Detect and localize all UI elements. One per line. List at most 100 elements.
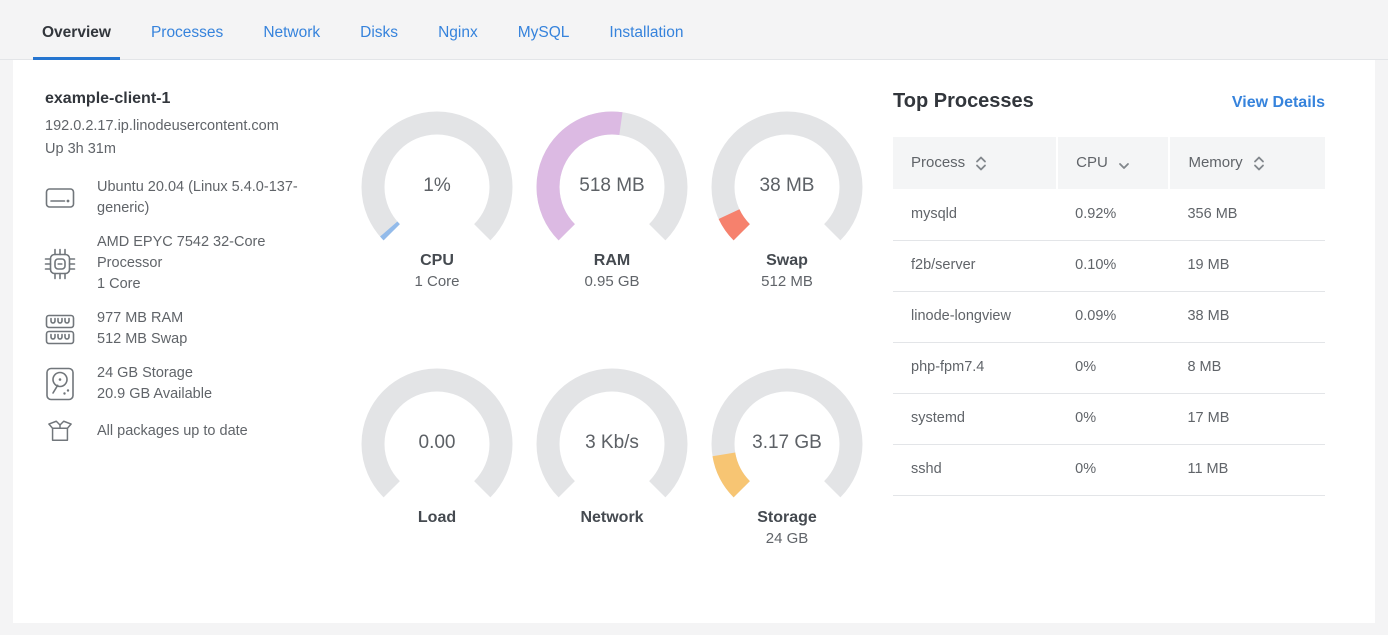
- gauge-ram: 518 MB RAM 0.95 GB: [536, 111, 688, 290]
- host-info-panel: example-client-1 192.0.2.17.ip.linodeuse…: [44, 90, 333, 593]
- overview-card: example-client-1 192.0.2.17.ip.linodeuse…: [13, 60, 1375, 623]
- cell-memory: 11 MB: [1169, 444, 1325, 496]
- sort-both-icon: [1253, 154, 1265, 172]
- cpu-icon: [44, 248, 76, 280]
- tab-network[interactable]: Network: [263, 24, 321, 41]
- gauge-cpu: 1% CPU 1 Core: [361, 111, 513, 290]
- table-body: mysqld 0.92% 356 MB f2b/server 0.10% 19 MB lin…: [893, 189, 1325, 496]
- gauge-value: 0.00: [418, 432, 456, 453]
- gauge-arc: [711, 368, 863, 498]
- spec-line: 512 MB Swap: [97, 331, 188, 347]
- cell-cpu: 0%: [1057, 393, 1170, 445]
- tab-processes[interactable]: Processes: [150, 24, 224, 41]
- column-label: Process: [911, 154, 966, 172]
- column-label: Memory: [1188, 154, 1243, 172]
- host-name: example-client-1: [45, 90, 171, 107]
- view-details-link[interactable]: View Details: [1231, 94, 1325, 111]
- spec-row: Ubuntu 20.04 (Linux 5.4.0-137-generic): [45, 177, 333, 219]
- cell-cpu: 0.09%: [1057, 291, 1170, 343]
- process-name: systemd: [911, 410, 965, 426]
- table-row: linode-longview 0.09% 38 MB: [893, 291, 1325, 343]
- table-row: mysqld 0.92% 356 MB: [893, 189, 1325, 241]
- gauges-grid: 1% CPU 1 Core 518 MB RAM 0.95 GB 38 MB Swap 512 …: [361, 111, 863, 547]
- spec-text: 24 GB Storage 20.9 GB Available: [97, 363, 212, 405]
- gauge-load: 0.00 Load: [361, 368, 513, 547]
- gauge-sublabel: 0.95 GB: [584, 273, 640, 290]
- package-icon: [45, 418, 75, 444]
- gauge-label: Load: [417, 509, 457, 526]
- gauge-value: 38 MB: [759, 175, 815, 196]
- gauge-value: 3.17 GB: [752, 432, 822, 453]
- gauge-value: 3 Kb/s: [585, 432, 639, 453]
- spec-line: AMD EPYC 7542 32-Core Processor: [97, 234, 266, 271]
- process-name: php-fpm7.4: [911, 359, 985, 375]
- sort-both-icon: [975, 154, 987, 172]
- spec-row: 24 GB Storage 20.9 GB Available: [45, 363, 333, 405]
- col-header-memory[interactable]: Memory: [1168, 137, 1325, 189]
- gauge-label: RAM: [593, 252, 631, 269]
- gauge-arc: [361, 368, 513, 498]
- spec-row: AMD EPYC 7542 32-Core Processor 1 Core: [44, 232, 333, 295]
- spec-line: Ubuntu 20.04 (Linux 5.4.0-137-generic): [97, 179, 298, 216]
- gauge-label: Swap: [766, 252, 808, 269]
- col-header-cpu[interactable]: CPU: [1056, 137, 1170, 189]
- table-row: sshd 0% 11 MB: [893, 444, 1325, 496]
- cell-cpu: 0.92%: [1057, 189, 1170, 241]
- cell-memory: 8 MB: [1169, 342, 1325, 394]
- table-row: systemd 0% 17 MB: [893, 393, 1325, 445]
- cell-cpu: 0%: [1057, 444, 1170, 496]
- gauge-arc: [536, 368, 688, 498]
- process-name: linode-longview: [911, 308, 1011, 324]
- tab-installation[interactable]: Installation: [609, 24, 684, 41]
- spec-text: 977 MB RAM 512 MB Swap: [97, 308, 187, 350]
- process-name: f2b/server: [911, 257, 976, 273]
- spec-list: Ubuntu 20.04 (Linux 5.4.0-137-generic) AM…: [44, 177, 333, 444]
- spec-text: Ubuntu 20.04 (Linux 5.4.0-137-generic): [97, 177, 322, 219]
- gauge-label: Network: [580, 509, 644, 526]
- os-icon: [45, 187, 75, 209]
- disk-icon: [45, 367, 75, 401]
- gauge-storage: 3.17 GB Storage 24 GB: [711, 368, 863, 547]
- cell-process: mysqld: [893, 189, 1058, 241]
- gauge-value: 1%: [423, 175, 451, 196]
- cell-process: sshd: [893, 444, 1058, 496]
- host-domain: 192.0.2.17.ip.linodeusercontent.com: [45, 118, 279, 134]
- tab-mysql[interactable]: MySQL: [517, 24, 570, 41]
- table-row: f2b/server 0.10% 19 MB: [893, 240, 1325, 292]
- gauge-network: 3 Kb/s Network: [536, 368, 688, 547]
- gauge-value: 518 MB: [579, 175, 645, 196]
- column-label: CPU: [1076, 153, 1108, 171]
- cell-cpu: 0%: [1057, 342, 1170, 394]
- tab-overview[interactable]: Overview: [33, 24, 120, 60]
- cell-process: linode-longview: [893, 291, 1058, 343]
- host-uptime: Up 3h 31m: [45, 141, 116, 157]
- gauge-label: Storage: [757, 509, 817, 526]
- top-processes-table: Process CPU Memory mysqld 0.92% 356 MB f2b/se…: [893, 137, 1325, 496]
- gauge-sublabel: 512 MB: [761, 273, 813, 290]
- col-header-process[interactable]: Process: [893, 137, 1058, 189]
- cell-memory: 38 MB: [1169, 291, 1325, 343]
- spec-line: 20.9 GB Available: [97, 386, 213, 402]
- table-row: php-fpm7.4 0% 8 MB: [893, 342, 1325, 394]
- tab-disks[interactable]: Disks: [360, 24, 399, 41]
- cell-memory: 356 MB: [1169, 189, 1325, 241]
- tab-bar: Overview Processes Network Disks Nginx MySQL I…: [0, 0, 1388, 60]
- sort-desc-icon: [1118, 154, 1130, 172]
- cell-memory: 19 MB: [1169, 240, 1325, 292]
- top-processes-title: Top Processes: [893, 90, 1034, 112]
- gauge-sublabel: 24 GB: [765, 530, 809, 547]
- spec-line: All packages up to date: [97, 422, 248, 439]
- spec-text: All packages up to date: [97, 421, 248, 442]
- top-processes-panel: Top Processes View Details Process CPU Mem…: [893, 90, 1325, 593]
- process-name: sshd: [911, 461, 942, 477]
- cell-memory: 17 MB: [1169, 393, 1325, 445]
- spec-line: 24 GB Storage: [97, 365, 193, 381]
- cell-cpu: 0.10%: [1057, 240, 1170, 292]
- top-processes-header: Top Processes View Details: [893, 90, 1325, 113]
- spec-text: AMD EPYC 7542 32-Core Processor 1 Core: [97, 232, 322, 295]
- gauge-arc: [361, 111, 513, 241]
- spec-line: 1 Core: [97, 276, 141, 292]
- tab-nginx[interactable]: Nginx: [438, 24, 478, 41]
- table-header-row: Process CPU Memory: [893, 137, 1325, 189]
- process-name: mysqld: [911, 205, 957, 222]
